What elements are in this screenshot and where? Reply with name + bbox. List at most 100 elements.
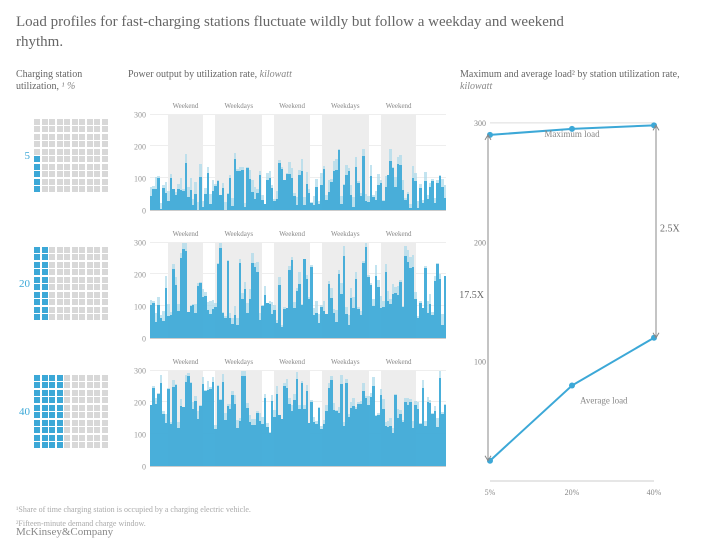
util-dot xyxy=(87,141,93,147)
util-dot xyxy=(64,307,70,313)
util-dot xyxy=(79,382,85,388)
util-dot xyxy=(49,186,55,192)
util-dot xyxy=(49,277,55,283)
util-dot xyxy=(42,247,48,253)
util-dot xyxy=(49,134,55,140)
ratio-left: 17.5X xyxy=(460,289,485,300)
util-dot xyxy=(64,126,70,132)
util-dot xyxy=(34,412,40,418)
util-dot xyxy=(49,269,55,275)
util-dot xyxy=(72,397,78,403)
util-dot xyxy=(57,262,63,268)
util-dot xyxy=(102,186,108,192)
util-dot xyxy=(87,292,93,298)
util-dot xyxy=(94,134,100,140)
util-dot xyxy=(64,435,70,441)
util-dot xyxy=(79,284,85,290)
power-bar xyxy=(407,194,409,210)
util-dot xyxy=(64,134,70,140)
util-dot xyxy=(79,269,85,275)
util-dot xyxy=(72,405,78,411)
brand: McKinsey&Company xyxy=(16,526,113,538)
util-dot xyxy=(102,179,108,185)
power-plot: WeekendWeekdaysWeekendWeekdaysWeekend xyxy=(150,115,446,211)
util-dot xyxy=(42,284,48,290)
util-dot xyxy=(49,141,55,147)
util-dot xyxy=(87,405,93,411)
util-dot xyxy=(72,186,78,192)
ytick: 100 xyxy=(134,302,146,311)
util-dot xyxy=(79,277,85,283)
util-dot xyxy=(64,412,70,418)
util-dot xyxy=(79,179,85,185)
util-dot xyxy=(79,292,85,298)
util-dot xyxy=(49,254,55,260)
util-dot xyxy=(42,382,48,388)
util-dot xyxy=(72,314,78,320)
util-dot xyxy=(49,382,55,388)
util-pct-label: 40 xyxy=(16,406,30,418)
util-dot xyxy=(72,412,78,418)
util-dot xyxy=(34,179,40,185)
util-dot xyxy=(94,292,100,298)
util-dot xyxy=(57,141,63,147)
util-dot xyxy=(102,134,108,140)
util-dot xyxy=(34,382,40,388)
util-dot xyxy=(34,427,40,433)
util-dot xyxy=(79,149,85,155)
util-dot xyxy=(87,171,93,177)
util-dot xyxy=(79,126,85,132)
util-dot xyxy=(79,247,85,253)
util-dot xyxy=(102,284,108,290)
util-dot xyxy=(57,314,63,320)
band-label: Weekdays xyxy=(224,358,253,366)
util-dot xyxy=(79,314,85,320)
band-label: Weekend xyxy=(279,102,305,110)
util-dot xyxy=(64,164,70,170)
ytick: 200 xyxy=(134,398,146,407)
power-bar xyxy=(222,188,224,210)
util-dot xyxy=(34,277,40,283)
band-label: Weekend xyxy=(386,358,412,366)
util-dot xyxy=(42,126,48,132)
util-dot xyxy=(87,149,93,155)
max-load-label: Maximum load xyxy=(544,128,600,138)
power-chart-20: 0100200300WeekendWeekdaysWeekendWeekdays… xyxy=(128,229,446,339)
util-dot xyxy=(72,442,78,448)
ytick: 100 xyxy=(134,174,146,183)
util-dot xyxy=(72,420,78,426)
util-dot xyxy=(49,307,55,313)
util-row-40: 40 xyxy=(16,357,114,467)
util-dot xyxy=(42,314,48,320)
util-dot xyxy=(72,284,78,290)
util-dot xyxy=(42,141,48,147)
util-dot xyxy=(72,134,78,140)
util-dot xyxy=(64,254,70,260)
right-ytick: 300 xyxy=(474,118,486,127)
util-dot xyxy=(57,375,63,381)
util-dot xyxy=(64,427,70,433)
util-dot xyxy=(87,134,93,140)
util-dot xyxy=(94,179,100,185)
util-dot xyxy=(57,156,63,162)
util-dot xyxy=(72,254,78,260)
util-dot xyxy=(42,269,48,275)
util-dot xyxy=(94,314,100,320)
util-dot xyxy=(49,420,55,426)
util-dot xyxy=(57,149,63,155)
util-dot xyxy=(57,164,63,170)
util-dot xyxy=(87,269,93,275)
util-dot xyxy=(94,390,100,396)
util-dot xyxy=(94,277,100,283)
util-dot xyxy=(34,284,40,290)
util-dot xyxy=(57,284,63,290)
util-dot xyxy=(79,375,85,381)
band-label: Weekend xyxy=(386,230,412,238)
util-dot xyxy=(64,141,70,147)
util-dot xyxy=(72,277,78,283)
util-dot xyxy=(49,164,55,170)
avg-load-line xyxy=(490,337,654,460)
util-dot xyxy=(87,435,93,441)
util-dot xyxy=(49,299,55,305)
util-dot xyxy=(79,435,85,441)
